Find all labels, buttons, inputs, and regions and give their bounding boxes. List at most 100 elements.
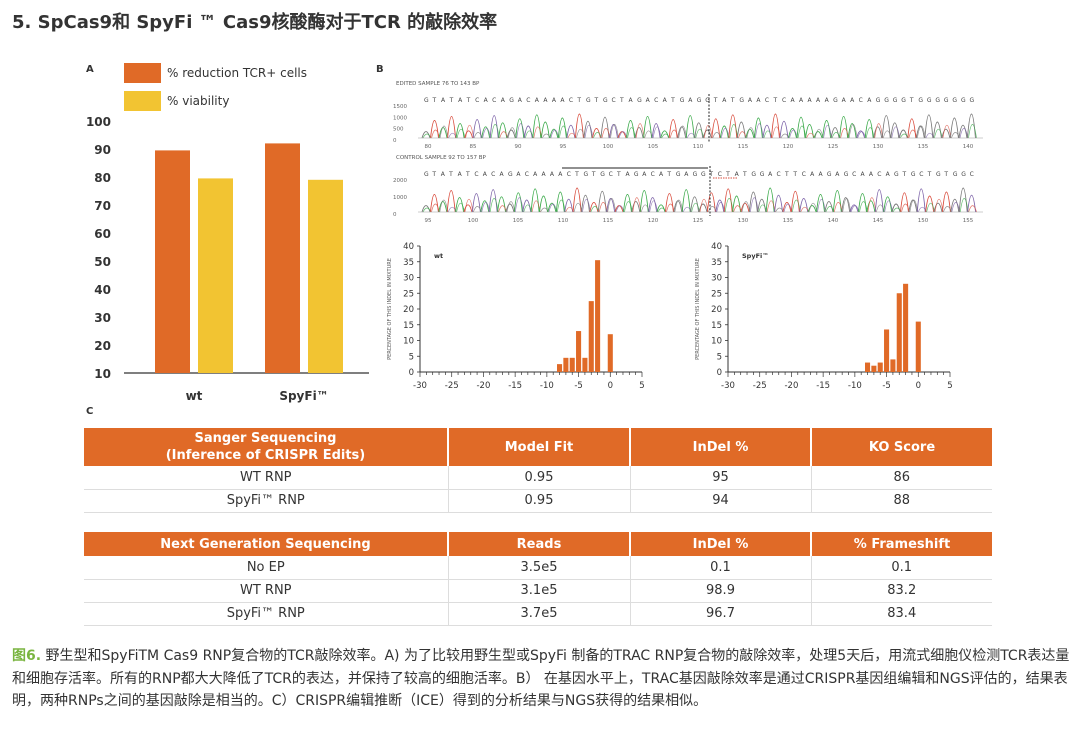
histogram-title: SpyFi™	[742, 252, 769, 260]
edited-peak	[430, 119, 439, 139]
edited-base: T	[449, 97, 454, 104]
control-peak	[791, 199, 801, 213]
edited-peak	[949, 117, 959, 139]
control-base: G	[424, 171, 429, 178]
edited-base: T	[432, 97, 437, 104]
edited-peak	[644, 130, 653, 139]
edited-peak	[438, 127, 448, 139]
edited-x-tick: 120	[783, 144, 794, 150]
y-tick-label: 20	[94, 339, 111, 353]
control-peak	[816, 193, 825, 213]
x-tick-label: -30	[721, 381, 735, 391]
edited-peak	[694, 122, 704, 139]
control-x-tick: 145	[873, 218, 884, 224]
x-tick-label: -25	[445, 381, 459, 391]
edited-peak	[601, 128, 611, 139]
table-cell: 3.1e5	[448, 579, 631, 603]
edited-base: G	[961, 97, 966, 104]
edited-base: A	[629, 97, 634, 104]
table-cell: 0.95	[448, 489, 631, 513]
edited-peak	[738, 131, 747, 139]
control-peak	[456, 202, 465, 213]
control-peak	[455, 197, 465, 213]
control-base: T	[591, 171, 596, 178]
edited-peak	[907, 118, 917, 139]
x-tick-label: -15	[816, 381, 830, 391]
edited-peak	[805, 123, 814, 139]
edited-peak	[779, 120, 789, 139]
histogram-title: wt	[434, 252, 443, 260]
edited-peak	[481, 126, 491, 139]
edited-base: A	[484, 97, 489, 104]
control-base: C	[651, 171, 655, 178]
histogram-bar	[557, 364, 563, 372]
control-peak	[649, 200, 658, 213]
histogram-bar	[595, 260, 601, 372]
edited-base: C	[765, 97, 769, 104]
edited-peak	[421, 131, 431, 139]
x-tick-label: -15	[508, 381, 522, 391]
control-base: T	[666, 171, 671, 178]
indel-histogram-wt: 0 5 10 15 20 25 30 35 40 -30 -25 -20 -15 -10 -5 0 5 PERCE…	[387, 242, 645, 391]
edited-peak	[542, 133, 551, 139]
control-x-tick: 105	[513, 218, 524, 224]
x-tick-label: -25	[753, 381, 767, 391]
edited-peak	[729, 124, 739, 139]
y-tick-label: 40	[403, 242, 414, 252]
control-peak	[959, 198, 969, 213]
control-label: CONTROL SAMPLE 92 TO 157 BP	[396, 155, 487, 161]
table-row: No EP 3.5e5 0.1 0.1	[84, 556, 992, 580]
edited-peak	[489, 115, 499, 139]
edited-peak	[668, 119, 678, 139]
edited-base: A	[808, 97, 813, 104]
edited-peak	[958, 124, 968, 139]
edited-peak	[703, 124, 713, 139]
control-base: G	[634, 171, 639, 178]
control-peak	[698, 203, 708, 213]
edited-y-tick: 1500	[393, 104, 407, 110]
control-peak	[732, 195, 742, 213]
table-cell: 83.4	[811, 602, 992, 626]
edited-peak	[574, 113, 584, 139]
table-cell: 0.1	[811, 556, 992, 580]
control-base: T	[943, 171, 948, 178]
table-header: Model Fit	[448, 428, 631, 466]
table-header: Next Generation Sequencing	[84, 532, 449, 556]
edited-peak	[610, 124, 619, 139]
control-peak	[572, 187, 582, 213]
x-tick-label: -10	[540, 381, 554, 391]
histogram-bar	[915, 321, 921, 372]
legend-label: % reduction TCR+ cells	[167, 66, 307, 80]
edited-base: G	[697, 97, 702, 104]
control-base: T	[448, 171, 453, 178]
control-peak	[699, 198, 709, 213]
edited-base: G	[935, 97, 940, 104]
table-header-row: Next Generation Sequencing Reads InDel %…	[84, 532, 992, 556]
edited-peak	[584, 124, 594, 139]
edited-base: T	[576, 97, 581, 104]
control-base: T	[901, 171, 906, 178]
control-peak	[757, 198, 767, 213]
control-base: T	[742, 171, 747, 178]
control-x-tick: 125	[693, 218, 704, 224]
control-base: T	[465, 171, 470, 178]
edited-peak	[840, 128, 849, 139]
control-base: C	[609, 171, 613, 178]
edited-peak	[968, 124, 977, 139]
control-peak	[967, 194, 977, 213]
edited-base: G	[944, 97, 949, 104]
edited-peak	[796, 116, 806, 139]
control-peak	[624, 201, 633, 213]
control-peak	[582, 198, 591, 213]
control-peak	[664, 193, 674, 213]
edited-base: C	[782, 97, 786, 104]
control-peak	[750, 197, 759, 213]
y-tick-label: 10	[403, 337, 414, 347]
control-base: G	[844, 171, 849, 178]
control-base: G	[676, 171, 681, 178]
edited-base: G	[705, 97, 710, 104]
edited-base: A	[501, 97, 506, 104]
edited-peak	[431, 129, 440, 139]
edited-peak	[643, 115, 653, 139]
x-tick-label: 0	[608, 381, 613, 391]
